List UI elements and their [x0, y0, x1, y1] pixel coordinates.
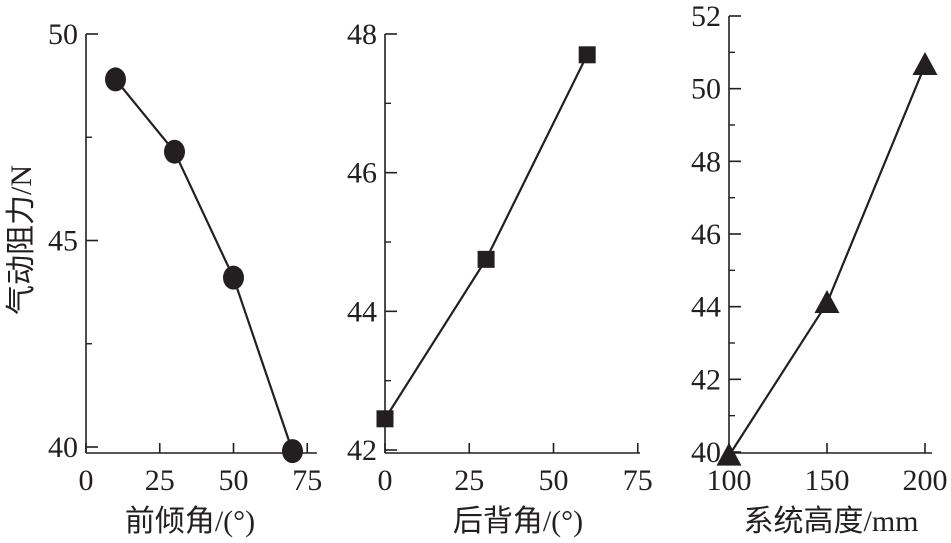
data-point-circle	[282, 439, 303, 464]
y-tick-label: 45	[48, 225, 78, 258]
y-tick-label: 44	[691, 291, 721, 324]
x-tick-label: 25	[454, 464, 484, 497]
data-point-square	[477, 250, 495, 268]
y-tick-label: 42	[691, 363, 721, 396]
data-point-circle	[105, 67, 126, 92]
y-tick-label: 50	[691, 73, 721, 106]
x-tick-label: 50	[539, 464, 569, 497]
x-tick-label: 75	[292, 464, 322, 497]
panel-2: 42 44 46 48 0 25 50 75 后背角/(°)	[347, 18, 653, 538]
x-tick-label: 0	[378, 464, 393, 497]
x-axis-title: 后背角/(°)	[453, 505, 583, 538]
x-tick-label: 150	[805, 464, 850, 497]
y-tick-label: 42	[347, 434, 377, 467]
x-tick-label: 75	[623, 464, 653, 497]
panel-1: 40 45 50 0 25 50 75 前倾角/(°) 气动阻力/N	[5, 18, 322, 538]
y-tick-label: 50	[48, 18, 78, 51]
y-tick-label: 46	[347, 157, 377, 190]
data-point-circle	[164, 139, 185, 164]
x-tick-label: 25	[145, 464, 175, 497]
y-tick-label: 52	[691, 0, 721, 33]
x-tick-label: 0	[79, 464, 94, 497]
y-axis-title: 气动阻力/N	[5, 165, 38, 315]
series-line	[728, 64, 927, 457]
series-line	[114, 78, 294, 452]
y-tick-label: 44	[347, 295, 377, 328]
x-axis-title: 前倾角/(°)	[125, 505, 255, 538]
data-point-circle	[223, 265, 244, 290]
data-point-triangle	[912, 52, 938, 76]
y-tick-label: 40	[48, 431, 78, 464]
y-tick-label: 46	[691, 218, 721, 251]
data-point-square	[376, 410, 394, 428]
panel-3: 40 42 44 46 48 50 52 100 150 200 系统高度/mm	[691, 0, 948, 538]
data-point-square	[578, 46, 596, 64]
x-tick-label: 50	[219, 464, 249, 497]
series-line	[384, 54, 589, 420]
y-tick-label: 40	[691, 436, 721, 469]
y-tick-label: 48	[691, 145, 721, 178]
data-point-triangle	[716, 442, 742, 466]
x-tick-label: 100	[707, 464, 752, 497]
x-tick-label: 200	[903, 464, 948, 497]
data-point-triangle	[814, 290, 840, 314]
x-axis-title: 系统高度/mm	[743, 505, 918, 538]
y-tick-label: 48	[347, 18, 377, 51]
